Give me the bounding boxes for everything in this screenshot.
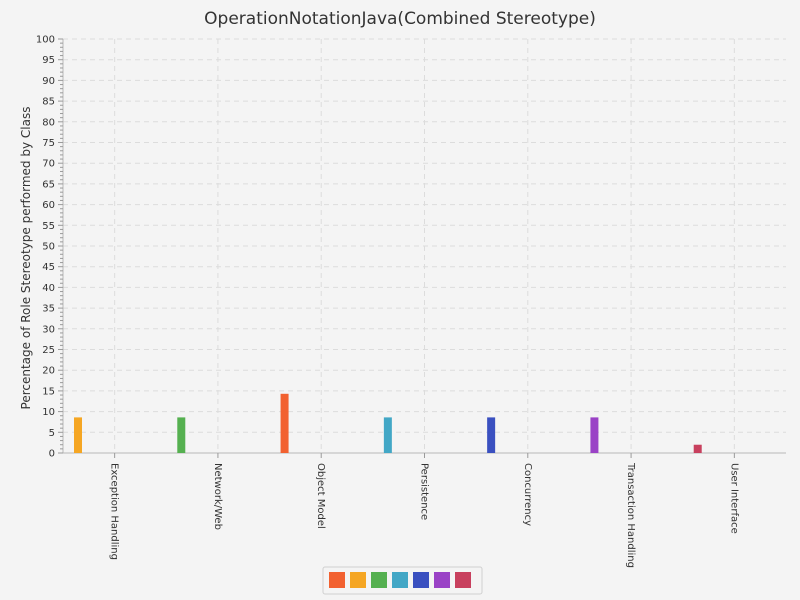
y-axis-title: Percentage of Role Stereotype performed …	[19, 107, 33, 410]
y-tick-label: 35	[42, 304, 55, 315]
y-tick-label: 5	[49, 428, 55, 439]
legend-swatch	[329, 572, 345, 588]
plot-area: 0 5 10 15 20 25 30 35 40 45 50 55 60 65 70 75 80 85 90 95 10…	[36, 35, 786, 568]
y-tick-label: 65	[42, 179, 55, 190]
chart-title: OperationNotationJava(Combined Stereotyp…	[204, 9, 596, 29]
x-tick-label: Network/Web	[212, 463, 223, 530]
y-tick-label: 85	[42, 97, 55, 108]
bar	[383, 417, 392, 453]
y-tick-label: 100	[36, 35, 55, 46]
y-tick-label: 50	[42, 242, 55, 253]
bar	[487, 417, 496, 453]
y-tick-label: 45	[42, 262, 55, 273]
y-tick-label: 75	[42, 138, 55, 149]
y-tick-label: 25	[42, 345, 55, 356]
legend-swatch	[413, 572, 429, 588]
bar	[74, 417, 82, 453]
legend-swatch	[455, 572, 471, 588]
legend-swatch	[392, 572, 408, 588]
y-tick-label: 95	[42, 55, 55, 66]
y-tick-label: 10	[42, 407, 55, 418]
x-tick-label: Transaction Handling	[625, 462, 636, 568]
x-tick-label: Object Model	[315, 463, 326, 529]
x-tick-label: User Interface	[728, 463, 739, 534]
y-tick-label: 30	[42, 324, 55, 335]
y-tick-label: 70	[42, 159, 55, 170]
bar	[280, 393, 289, 453]
bar	[177, 417, 186, 453]
x-tick-label: Concurrency	[522, 463, 533, 526]
y-tick-label: 15	[42, 386, 55, 397]
legend-swatch	[434, 572, 450, 588]
legend	[322, 566, 483, 595]
y-tick-label: 20	[42, 366, 55, 377]
y-tick-label: 80	[42, 117, 55, 128]
legend-swatch	[371, 572, 387, 588]
bar	[590, 417, 599, 453]
x-tick-label: Exception Handling	[109, 463, 120, 560]
legend-swatch	[350, 572, 366, 588]
y-tick-label: 40	[42, 283, 55, 294]
y-tick-label: 90	[42, 76, 55, 87]
y-tick-label: 55	[42, 221, 55, 232]
bar	[693, 444, 702, 453]
y-tick-label: 0	[49, 449, 55, 460]
x-tick-label: Persistence	[419, 463, 430, 520]
y-tick-label: 60	[42, 200, 55, 211]
